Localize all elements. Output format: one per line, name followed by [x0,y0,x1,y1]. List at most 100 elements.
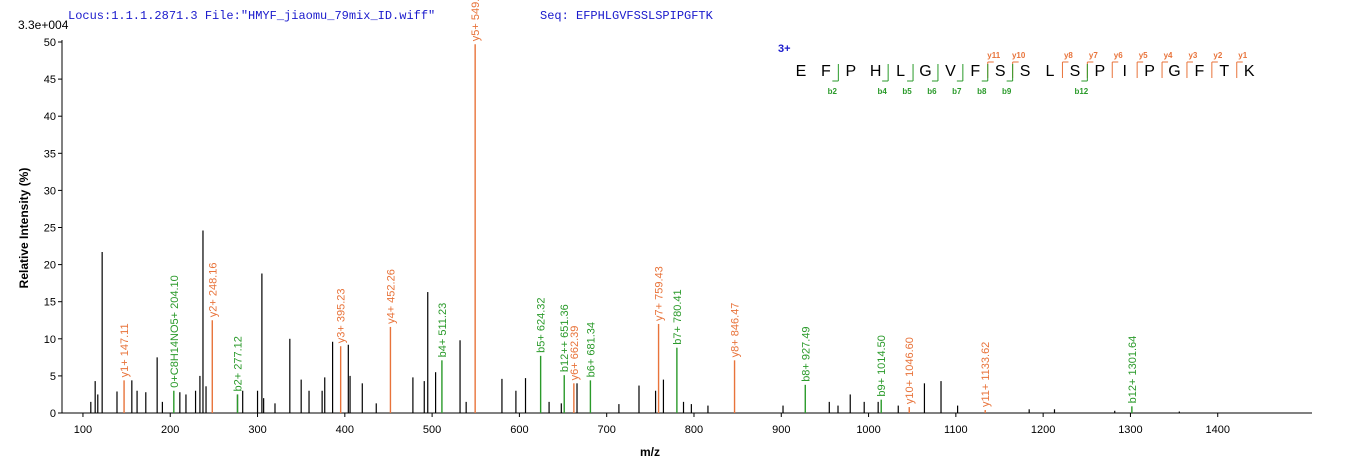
residue: F [821,63,831,80]
b-cleavage [882,64,889,82]
residue: T [1219,63,1229,80]
residue: F [1195,63,1205,80]
b-ion-mark: b6 [927,87,937,96]
y-cleavage [1211,61,1218,78]
ion-label: y4+ 452.26 [385,269,397,324]
y-tick-label: 35 [44,148,56,160]
residue: K [1244,63,1255,80]
charge-label: 3+ [778,43,791,55]
b-cleavage [931,64,939,82]
y-cleavage [1236,61,1243,78]
b-ion-mark: b4 [877,87,887,96]
ion-label: y7+ 759.43 [654,266,666,321]
ion-label: b2+ 277.12 [233,336,245,391]
ion-label: b8+ 927.49 [800,326,812,381]
y-cleavage [1136,61,1144,78]
residue: I [1122,63,1126,80]
y-tick-label: 45 [44,74,56,86]
ion-label: b9+ 1014.50 [876,335,888,396]
x-tick-label: 900 [772,424,790,436]
y-tick-label: 30 [44,185,56,197]
ion-label: b5+ 624.32 [536,297,548,352]
residue: P [1094,63,1105,80]
x-tick-label: 1300 [1118,424,1142,436]
y-ion-mark: y3 [1188,51,1197,60]
x-tick-label: 1000 [856,424,880,436]
y-ion-mark: y10 [1012,51,1026,60]
x-tick-label: 1400 [1205,424,1229,436]
ion-label: y3+ 395.23 [336,288,348,343]
residue: P [845,63,856,80]
y-cleavage [1161,61,1169,78]
y-ion-mark: y5 [1139,51,1148,60]
x-tick-label: 100 [74,424,92,436]
y-ion-mark: y2 [1213,51,1222,60]
ion-label: 0+C8H14NO5+ 204.10 [169,275,181,388]
x-tick-label: 400 [336,424,354,436]
y-ion-mark: y11 [987,51,1000,60]
residue: P [1144,63,1155,80]
b-cleavage [981,64,989,82]
b-ion-mark: b9 [1002,87,1012,96]
residue: E [796,63,807,80]
scale-label: 3.3e+004 [18,18,69,32]
ion-label: y5+ 549.31 [470,0,482,41]
b-ion-mark: b7 [952,87,962,96]
residue: S [1070,63,1081,80]
y-tick-label: 15 [44,297,56,309]
b-cleavage [832,64,839,82]
ion-label: b7+ 780.41 [672,289,684,344]
b-ion-mark: b8 [977,87,987,96]
residue: G [1168,63,1180,80]
y-tick-label: 50 [44,37,56,49]
residue: F [970,63,980,80]
x-axis-label: m/z [640,445,660,459]
y-cleavage [1086,61,1094,78]
ion-label: y1+ 147.11 [119,323,131,377]
y-cleavage [1061,61,1069,78]
ion-label: y10+ 1046.60 [904,337,916,404]
b-ion-mark: b2 [828,87,838,96]
chart-subtitle: Seq: EFPHLGVFSSLSPIPGFTK [540,9,714,23]
residue: G [919,63,931,80]
b-cleavage [956,64,964,82]
ion-label: b12+ 1301.64 [1127,336,1139,404]
x-tick-label: 500 [423,424,441,436]
y-cleavage [1012,61,1019,78]
x-tick-label: 200 [161,424,179,436]
x-tick-label: 1100 [944,424,968,436]
b-cleavage [1006,64,1014,82]
y-axis-label: Relative Intensity (%) [17,168,31,289]
chart-title: Locus:1.1.1.2871.3 File:"HMYF_jiaomu_79m… [68,9,435,23]
residue: V [945,63,956,80]
x-tick-label: 300 [248,424,266,436]
ion-label: y6+ 662.39 [569,326,581,381]
y-cleavage [987,61,994,78]
residue: H [870,63,882,80]
x-tick-label: 600 [510,424,528,436]
residue: S [1020,63,1031,80]
b-ion-mark: b5 [902,87,912,96]
y-tick-label: 5 [50,371,56,383]
residue: L [1046,63,1055,80]
y-ion-mark: y6 [1114,51,1123,60]
y-cleavage [1186,61,1193,78]
x-tick-label: 700 [598,424,616,436]
residue: L [896,63,905,80]
ion-label: b12++ 651.36 [559,304,571,372]
y-tick-label: 20 [44,260,56,272]
y-cleavage [1111,61,1119,78]
y-tick-label: 40 [44,111,56,123]
y-tick-label: 10 [44,334,56,346]
y-tick-label: 0 [50,408,56,420]
b-ion-mark: b12 [1074,87,1088,96]
ion-label: y11+ 1133.62 [980,342,992,407]
y-ion-mark: y1 [1238,51,1247,60]
y-ion-mark: y4 [1164,51,1173,60]
y-ion-mark: y8 [1064,51,1073,60]
y-ion-mark: y7 [1089,51,1098,60]
y-tick-label: 25 [44,223,56,235]
residue: S [995,63,1006,80]
x-tick-label: 800 [685,424,703,436]
